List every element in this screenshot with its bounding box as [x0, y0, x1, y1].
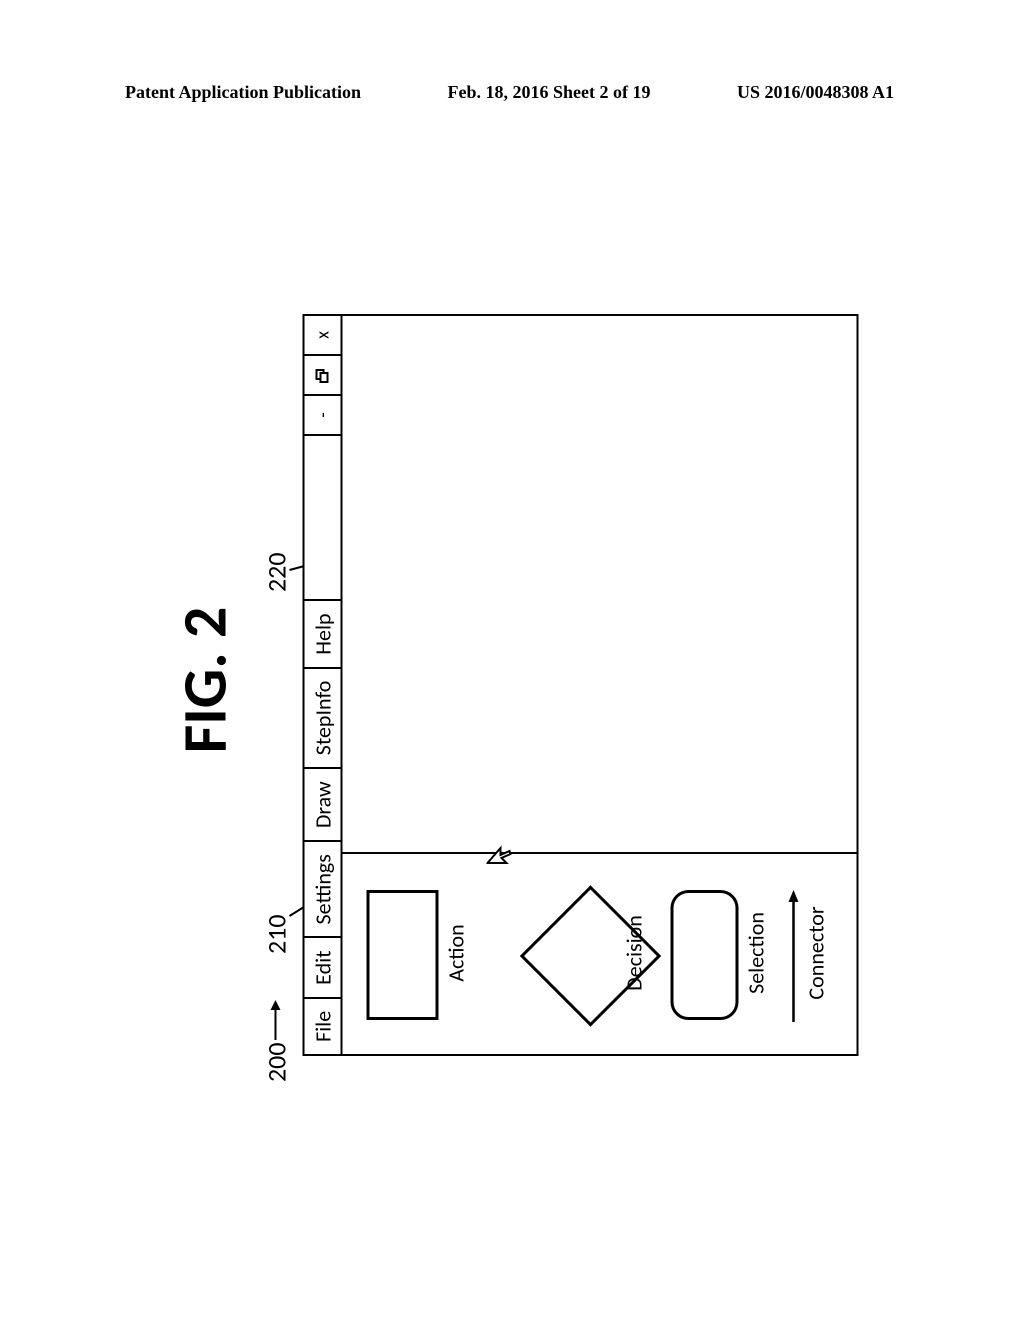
rotated-figure: FIG. 2 200 210 220 212 230 214 216 218: [130, 170, 895, 1190]
restore-button[interactable]: [304, 356, 340, 396]
menu-file[interactable]: File: [304, 997, 340, 1054]
header-right: US 2016/0048308 A1: [737, 82, 894, 103]
shape-selection[interactable]: [670, 890, 738, 1020]
restore-icon: [315, 367, 329, 383]
shape-connector[interactable]: [788, 890, 798, 1022]
menu-settings[interactable]: Settings: [304, 840, 340, 936]
minimize-button[interactable]: -: [304, 396, 340, 436]
menu-help[interactable]: Help: [304, 599, 340, 666]
menu-edit[interactable]: Edit: [304, 936, 340, 996]
window-body: Action Decision Selection Connector: [342, 316, 856, 1054]
ref-200-arrow: [268, 1000, 282, 1040]
titlebar-spacer: [304, 436, 340, 599]
figure-title: FIG. 2: [166, 170, 242, 1190]
shape-selection-label: Selection: [742, 852, 769, 1054]
menu-draw[interactable]: Draw: [304, 767, 340, 840]
close-button[interactable]: x: [304, 316, 340, 356]
shapes-sidebar: Action Decision Selection Connector: [342, 852, 856, 1054]
ref-220: 220: [260, 552, 292, 592]
shape-connector-label: Connector: [802, 852, 829, 1054]
ref-200: 200: [260, 1042, 292, 1082]
header-center: Feb. 18, 2016 Sheet 2 of 19: [448, 82, 651, 103]
menubar: File Edit Settings Draw StepInfo Help: [304, 599, 340, 1054]
app-window: File Edit Settings Draw StepInfo Help -: [302, 314, 858, 1056]
cursor-icon: [486, 842, 512, 864]
window-controls: - x: [304, 316, 340, 436]
figure-area: FIG. 2 200 210 220 212 230 214 216 218: [130, 170, 895, 1190]
page-header: Patent Application Publication Feb. 18, …: [0, 82, 1024, 103]
shape-action[interactable]: [366, 890, 438, 1020]
ref-210: 210: [260, 914, 292, 954]
shape-decision-label: Decision: [620, 852, 647, 1054]
shape-action-label: Action: [442, 852, 469, 1054]
header-left: Patent Application Publication: [125, 82, 361, 103]
menu-stepinfo[interactable]: StepInfo: [304, 667, 340, 768]
titlebar: File Edit Settings Draw StepInfo Help -: [304, 316, 342, 1054]
